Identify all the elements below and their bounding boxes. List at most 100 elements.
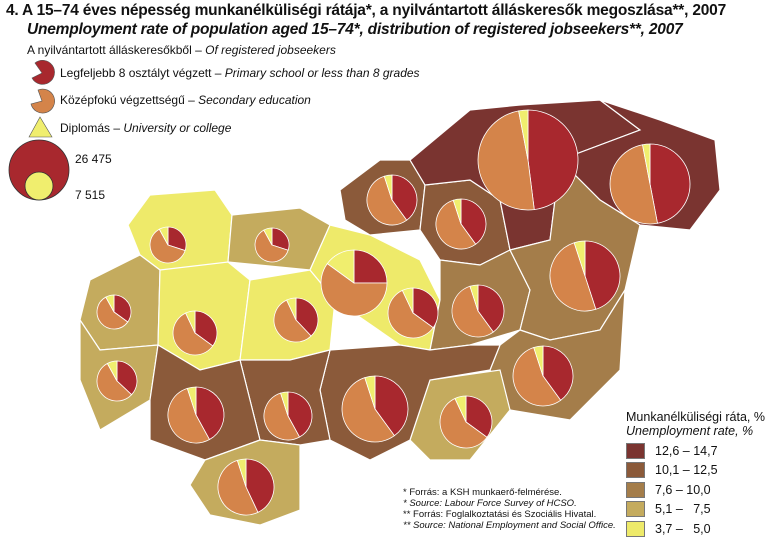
pie-legend-symbol: [31, 60, 55, 85]
rate-label: 7,6 – 10,0: [655, 482, 711, 497]
pie-chart: [366, 174, 418, 226]
pie-slice: [254, 229, 289, 263]
rate-legend-title-en: Unemployment rate, %: [626, 424, 754, 438]
rate-swatch: [626, 442, 645, 459]
pie-slice: [172, 312, 214, 356]
rate-swatch: [626, 462, 645, 479]
pie-slice: [477, 110, 535, 211]
pie-slice: [167, 387, 211, 444]
pie-slice: [105, 294, 115, 313]
pie-chart: [172, 310, 218, 356]
pie-chart: [217, 458, 275, 516]
pie-slice: [469, 284, 479, 312]
pie-slice: [452, 198, 462, 225]
rate-legend-row: 12,6 – 14,7: [626, 441, 765, 461]
rate-label: 3,7 – 5,0: [655, 521, 711, 536]
pie-legend-heading: A nyilvántartott álláskeresőkből – Of re…: [27, 43, 336, 57]
pie-chart: [96, 294, 132, 330]
pie-legend-primary: Legfeljebb 8 osztályt végzett – Primary …: [60, 66, 420, 80]
pie-slice: [116, 360, 138, 396]
rate-label: 12,6 – 14,7: [655, 443, 718, 458]
pie-slice: [96, 362, 133, 402]
rate-legend-row: 3,7 – 5,0: [626, 519, 765, 539]
size-legend-circle: [24, 171, 54, 201]
pie-slice: [527, 109, 579, 211]
pie-slice: [412, 287, 439, 329]
pie-slice: [106, 360, 118, 382]
pie-chart: [167, 386, 225, 444]
pie-slice: [584, 240, 621, 310]
pie-chart: [149, 226, 187, 264]
pie-chart: [439, 395, 493, 449]
pie-chart: [273, 297, 319, 343]
pie-slice: [273, 299, 312, 343]
note: * Forrás: a KSH munkaerő-felmérése.: [403, 487, 562, 498]
pie-slice: [573, 240, 586, 277]
pie-legend-symbols: [8, 60, 70, 201]
pie-legend-university: Diplomás – University or college: [60, 121, 232, 135]
pie-slice: [280, 391, 289, 417]
pie-slice: [245, 458, 275, 513]
pie-chart: [96, 360, 138, 402]
pie-chart: [320, 249, 388, 317]
pie-slice: [542, 345, 574, 401]
rate-legend-row: 7,6 – 10,0: [626, 480, 765, 500]
pie-slice: [113, 294, 132, 323]
pie-slice: [454, 395, 467, 423]
pie-slice: [391, 174, 418, 221]
pie-slice: [263, 227, 273, 246]
pie-slice: [366, 175, 408, 226]
size-legend-max: 26 475: [75, 152, 112, 166]
pie-slice: [167, 226, 187, 252]
pie-slice: [353, 249, 388, 284]
pie-slice: [518, 109, 529, 161]
pie-slice: [383, 174, 393, 201]
pie-slice: [158, 226, 169, 246]
rate-legend-row: 5,1 – 7,5: [626, 500, 765, 520]
pie-legend-symbol: [30, 88, 55, 114]
pie-slice: [512, 346, 562, 407]
note: * Source: Labour Force Survey of HCSO.: [403, 498, 577, 509]
pie-slice: [533, 345, 544, 377]
pie-slice: [477, 284, 505, 333]
rate-label: 10,1 – 12,5: [655, 463, 718, 478]
rate-swatch: [626, 520, 645, 537]
pie-slice: [465, 395, 493, 438]
pie-chart: [263, 391, 313, 441]
pie-chart: [549, 240, 621, 312]
pie-chart: [387, 287, 439, 339]
rate-swatch: [626, 501, 645, 518]
pie-chart: [477, 109, 579, 211]
pie-slice: [186, 386, 197, 416]
pie-slice: [149, 228, 186, 264]
pie-slice: [364, 375, 376, 410]
pie-slice: [271, 227, 290, 251]
source-notes: * Forrás: a KSH munkaerő-felmérése. * So…: [403, 487, 616, 531]
pie-slice: [642, 143, 651, 185]
rate-legend-row: 10,1 – 12,5: [626, 461, 765, 481]
pie-legend-symbol: [28, 116, 53, 138]
pie-slice: [194, 310, 218, 347]
pie-slice: [195, 386, 225, 441]
pie-slice: [217, 459, 259, 516]
pie-slice: [609, 144, 658, 225]
pie-legend-secondary: Középfokú végzettségű – Secondary educat…: [60, 93, 311, 107]
pie-slice: [451, 285, 494, 338]
note: ** Forrás: Foglalkoztatási és Szociális …: [403, 509, 597, 520]
rate-legend-title-hu: Munkanélküliségi ráta, %: [626, 410, 765, 424]
pie-chart: [435, 198, 487, 250]
pie-slice: [439, 397, 488, 449]
title-hu: 4. A 15–74 éves népesség munkanélküliség…: [6, 2, 726, 19]
pie-slice: [287, 391, 313, 438]
pie-slice: [236, 458, 247, 488]
title-en: Unemployment rate of population aged 15–…: [27, 21, 683, 38]
pie-slice: [326, 249, 355, 284]
pie-slice: [387, 289, 434, 339]
size-legend-min: 7 515: [75, 188, 106, 202]
pie-chart: [609, 143, 691, 225]
pie-slice: [435, 199, 477, 250]
pie-slice: [341, 377, 395, 443]
pie-slice: [320, 263, 388, 317]
pie-slice: [295, 297, 319, 337]
